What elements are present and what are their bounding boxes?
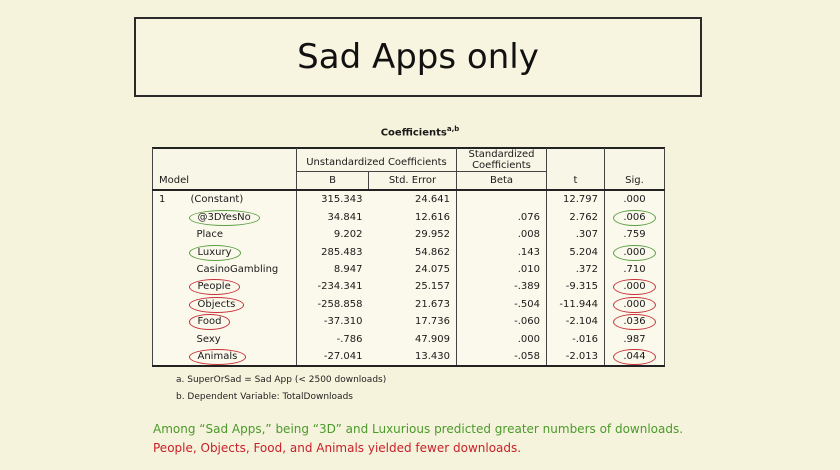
sig-value: .000: [604, 189, 665, 209]
row-label: Place: [196, 229, 224, 241]
beta-value: .076: [456, 208, 547, 227]
t-value: .372: [546, 261, 605, 279]
slide-title-box: Sad Apps only: [134, 17, 702, 97]
table-title-superscript: a,b: [446, 125, 460, 133]
se-value: 12.616: [415, 211, 450, 223]
se-value: 17.736: [415, 316, 450, 328]
footnote-a: a. SuperOrSad = Sad App (< 2500 download…: [176, 375, 387, 385]
row-label: Sexy: [196, 333, 221, 345]
se-value: 21.673: [415, 298, 450, 310]
row-label: CasinoGambling: [196, 264, 279, 276]
table-title-text: Coefficients: [380, 127, 447, 139]
row-label: Food: [188, 314, 231, 331]
t-value: -2.013: [546, 348, 605, 368]
table-row: Animals -27.041 13.430 -.058 -2.013 .044: [152, 348, 665, 368]
sig-value: .987: [604, 330, 665, 349]
beta-value: [456, 189, 547, 209]
t-header: t: [546, 146, 605, 191]
summary-negative: People, Objects, Food, and Animals yield…: [153, 441, 522, 455]
sig-value: .036: [613, 314, 656, 331]
beta-value: .000: [456, 330, 547, 349]
slide-title: Sad Apps only: [297, 37, 539, 77]
se-value: 29.952: [415, 229, 450, 241]
b-value: 9.202: [296, 226, 369, 244]
beta-value: -.389: [456, 278, 547, 296]
sig-value: .710: [604, 261, 665, 279]
t-value: -2.104: [546, 313, 605, 331]
sig-header: Sig.: [604, 146, 665, 191]
b-value: -37.310: [296, 313, 369, 331]
se-value: 24.075: [415, 264, 450, 276]
beta-value: -.058: [456, 348, 547, 368]
t-value: 2.762: [546, 208, 605, 227]
header-row-3: Model B Std. Error Beta: [152, 171, 665, 191]
t-value: 12.797: [546, 189, 605, 209]
sig-value: .044: [613, 349, 656, 366]
b-value: -258.858: [296, 295, 369, 314]
row-label: @3DYesNo: [188, 209, 260, 226]
b-header: B: [296, 171, 369, 191]
coefficients-table: Unstandardized Coefficients Standardized…: [152, 146, 665, 368]
std-error-header: Std. Error: [368, 171, 457, 191]
beta-value: .143: [456, 243, 547, 262]
row-label: (Constant): [182, 189, 297, 209]
sig-value: .000: [613, 279, 656, 296]
table-row: Place 9.202 29.952 .008 .307 .759: [152, 226, 665, 244]
standardized-header-line2: Coefficients: [472, 160, 531, 171]
t-value: -.016: [546, 330, 605, 349]
sig-value: .006: [613, 209, 656, 226]
sig-value: .000: [613, 244, 656, 261]
b-value: -27.041: [296, 348, 369, 368]
standardized-header: Standardized Coefficients: [456, 147, 547, 172]
model-header-cell: [152, 147, 297, 172]
table-row: 1 (Constant) 315.343 24.641 12.797 .000: [152, 189, 665, 209]
beta-value: -.060: [456, 313, 547, 331]
table-row: People -234.341 25.157 -.389 -9.315 .000: [152, 278, 665, 296]
table-row: Sexy -.786 47.909 .000 -.016 .987: [152, 330, 665, 349]
b-value: 315.343: [296, 189, 369, 209]
model-header: Model: [152, 171, 297, 191]
sig-value: .759: [604, 226, 665, 244]
row-label: Objects: [188, 296, 245, 313]
model-number: 1: [152, 189, 183, 209]
table-row: @3DYesNo 34.841 12.616 .076 2.762 .006: [152, 208, 665, 227]
b-value: -.786: [296, 330, 369, 349]
table-row: Food -37.310 17.736 -.060 -2.104 .036: [152, 313, 665, 331]
b-value: -234.341: [296, 278, 369, 296]
table-row: CasinoGambling 8.947 24.075 .010 .372 .7…: [152, 261, 665, 279]
se-value: 13.430: [368, 348, 457, 368]
beta-value: .010: [456, 261, 547, 279]
t-value: -9.315: [546, 278, 605, 296]
t-value: -11.944: [546, 295, 605, 314]
se-value: 24.641: [368, 189, 457, 209]
standardized-header-line1: Standardized: [468, 149, 535, 160]
row-label: Luxury: [188, 244, 241, 261]
sig-value: .000: [613, 296, 656, 313]
se-value: 47.909: [415, 333, 450, 345]
beta-value: .008: [456, 226, 547, 244]
t-value: 5.204: [546, 243, 605, 262]
t-value: .307: [546, 226, 605, 244]
unstandardized-header: Unstandardized Coefficients: [296, 147, 457, 172]
b-value: 34.841: [296, 208, 369, 227]
beta-header: Beta: [456, 171, 547, 191]
table-title: Coefficientsa,b: [330, 125, 510, 138]
footnote-b: b. Dependent Variable: TotalDownloads: [176, 392, 353, 402]
se-value: 25.157: [415, 281, 450, 293]
row-label: Animals: [188, 349, 247, 366]
summary-positive: Among “Sad Apps,” being “3D” and Luxurio…: [153, 422, 684, 436]
b-value: 8.947: [296, 261, 369, 279]
table-row: Objects -258.858 21.673 -.504 -11.944 .0…: [152, 295, 665, 314]
b-value: 285.483: [296, 243, 369, 262]
se-value: 54.862: [415, 246, 450, 258]
table-row: Luxury 285.483 54.862 .143 5.204 .000: [152, 243, 665, 262]
row-label: People: [188, 279, 240, 296]
beta-value: -.504: [456, 295, 547, 314]
